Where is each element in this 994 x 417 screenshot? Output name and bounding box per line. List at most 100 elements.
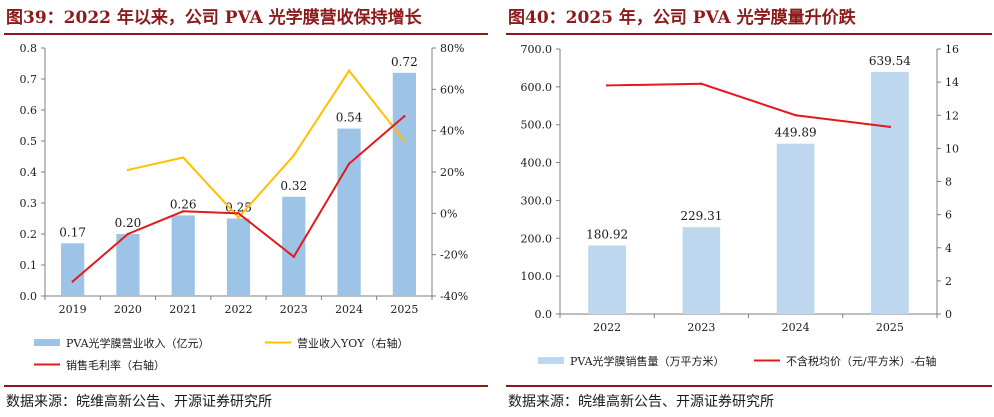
series-point-1 — [605, 84, 609, 87]
series-point-1 — [126, 168, 130, 172]
series-point-2 — [292, 255, 295, 258]
left-title-rule — [4, 33, 488, 35]
left-y-tick-label: 0.8 — [20, 42, 38, 55]
right-source-rule — [506, 385, 992, 387]
left-chart-svg: 0.0 0.1 0.2 0.3 0.4 0.5 0.6 0.7 0.8 -40% -20% 0% 20%… — [20, 42, 469, 372]
series-point-2 — [182, 210, 185, 213]
bar-2022 — [226, 218, 251, 296]
data-label-2024: 449.89 — [775, 126, 817, 140]
right-y-tick-label: 14 — [945, 76, 959, 89]
right-y-tick-label: 12 — [945, 109, 959, 122]
right-title-rule — [506, 33, 992, 35]
x-tick-label: 2021 — [169, 303, 197, 316]
left-y-tick-label: 0.3 — [20, 197, 38, 210]
left-y-tick-label: 0.2 — [20, 228, 38, 241]
bar-2024 — [337, 128, 361, 296]
series-point-2 — [403, 115, 406, 118]
right-y-tick-label: 60% — [440, 83, 464, 96]
x-tick-label: 2022 — [593, 321, 621, 334]
right-chart-svg: 0.0 100.0 200.0 300.0 400.0 500.0 600.0 700.0 0 2… — [521, 43, 960, 368]
bar-2021 — [171, 215, 195, 296]
right-y-tick-label: 20% — [440, 166, 464, 179]
right-y-tick-label: 80% — [440, 42, 464, 55]
series-point-2 — [347, 162, 351, 165]
right-y-tick-label: 4 — [945, 242, 952, 255]
x-tick-label: 2022 — [225, 303, 253, 316]
left-y-tick-label: 0.0 — [535, 308, 553, 321]
left-y-tick-label: 200.0 — [521, 232, 553, 245]
data-label-2021: 0.26 — [170, 197, 197, 211]
series-point-1 — [794, 114, 797, 117]
right-y-tick-label: 2 — [945, 275, 952, 288]
series-point-1 — [700, 82, 703, 85]
left-y-tick-label: 500.0 — [521, 119, 553, 132]
left-y-tick-label: 0.4 — [20, 166, 38, 179]
right-y-tick-label: -20% — [440, 249, 468, 262]
series-point-1 — [182, 156, 185, 159]
right-y-tick-label: 10 — [945, 142, 959, 155]
series-point-1 — [237, 216, 240, 219]
data-label-2024: 0.54 — [336, 111, 363, 125]
series-point-1 — [292, 154, 295, 157]
bar-2023 — [682, 227, 721, 314]
bar-2025 — [392, 72, 416, 296]
legend-label: 销售毛利率（右轴） — [66, 358, 165, 372]
bar-2024 — [776, 143, 815, 314]
data-label-2025: 639.54 — [869, 54, 911, 68]
right-y-tick-label: 40% — [440, 125, 464, 138]
right-source-note: 数据来源：皖维高新公告、开源证券研究所 — [508, 394, 774, 410]
legend-label: PVA光学膜销售量（万平方米） — [570, 354, 725, 368]
left-y-tick-label: 0.6 — [20, 104, 38, 117]
right-chart-title: 图40：2025 年，公司 PVA 光学膜量升价跌 — [508, 8, 856, 28]
x-tick-label: 2023 — [280, 303, 308, 316]
x-tick-label: 2025 — [390, 303, 418, 316]
bar-2019 — [61, 243, 85, 296]
left-y-tick-label: 400.0 — [521, 157, 553, 170]
x-tick-label: 2024 — [782, 321, 810, 334]
legend-label: 营业收入YOY（右轴） — [297, 336, 409, 350]
x-tick-label: 2023 — [687, 321, 715, 334]
right-y-tick-label: 6 — [945, 209, 952, 222]
left-source-rule — [4, 385, 488, 387]
series-point-1 — [347, 69, 351, 72]
left-y-tick-label: 700.0 — [521, 43, 553, 56]
x-tick-label: 2020 — [114, 303, 142, 316]
series-line-1 — [127, 69, 406, 219]
data-label-2019: 0.17 — [59, 225, 86, 239]
left-chart-panel: 图39：2022 年以来，公司 PVA 光学膜营收保持增长 0.0 0.1 0.2 0… — [0, 0, 492, 417]
left-chart-title: 图39：2022 年以来，公司 PVA 光学膜营收保持增长 — [6, 8, 422, 28]
left-y-tick-label: 300.0 — [521, 194, 553, 207]
bar-2020 — [116, 234, 140, 296]
left-y-tick-label: 0.7 — [20, 73, 38, 86]
x-tick-label: 2024 — [335, 303, 363, 316]
right-y-tick-label: 16 — [945, 43, 959, 56]
right-chart-panel: 图40：2025 年，公司 PVA 光学膜量升价跌 0.0 100.0 200.0 3… — [502, 0, 994, 417]
x-tick-label: 2025 — [876, 321, 904, 334]
series-point-2 — [237, 212, 240, 215]
x-tick-label: 2019 — [59, 303, 87, 316]
series-point-1 — [403, 139, 406, 143]
legend-swatch-bar — [34, 339, 60, 346]
right-y-tick-label: -40% — [440, 290, 468, 303]
data-label-2023: 0.32 — [280, 179, 307, 193]
left-y-tick-label: 0.0 — [20, 290, 38, 303]
data-label-2020: 0.20 — [115, 216, 142, 230]
left-y-tick-label: 0.1 — [20, 259, 38, 272]
left-y-tick-label: 100.0 — [521, 270, 553, 283]
series-point-1 — [888, 125, 892, 129]
right-y-tick-label: 0% — [440, 207, 457, 220]
series-point-2 — [126, 232, 130, 236]
data-label-2022: 180.92 — [586, 228, 628, 242]
series-line-1 — [607, 82, 890, 128]
left-source-note: 数据来源：皖维高新公告、开源证券研究所 — [6, 394, 272, 410]
legend-label: 不含税均价（元/平方米）-右轴 — [786, 354, 936, 368]
data-label-2023: 229.31 — [680, 209, 722, 223]
right-y-tick-label: 0 — [945, 308, 952, 321]
bar-2025 — [871, 71, 909, 314]
legend-label: PVA光学膜营业收入（亿元） — [66, 336, 210, 350]
right-y-tick-label: 8 — [945, 176, 952, 189]
left-y-tick-label: 600.0 — [521, 81, 553, 94]
bar-2023 — [282, 196, 306, 296]
data-label-2025: 0.72 — [391, 55, 418, 69]
left-y-tick-label: 0.5 — [20, 135, 38, 148]
